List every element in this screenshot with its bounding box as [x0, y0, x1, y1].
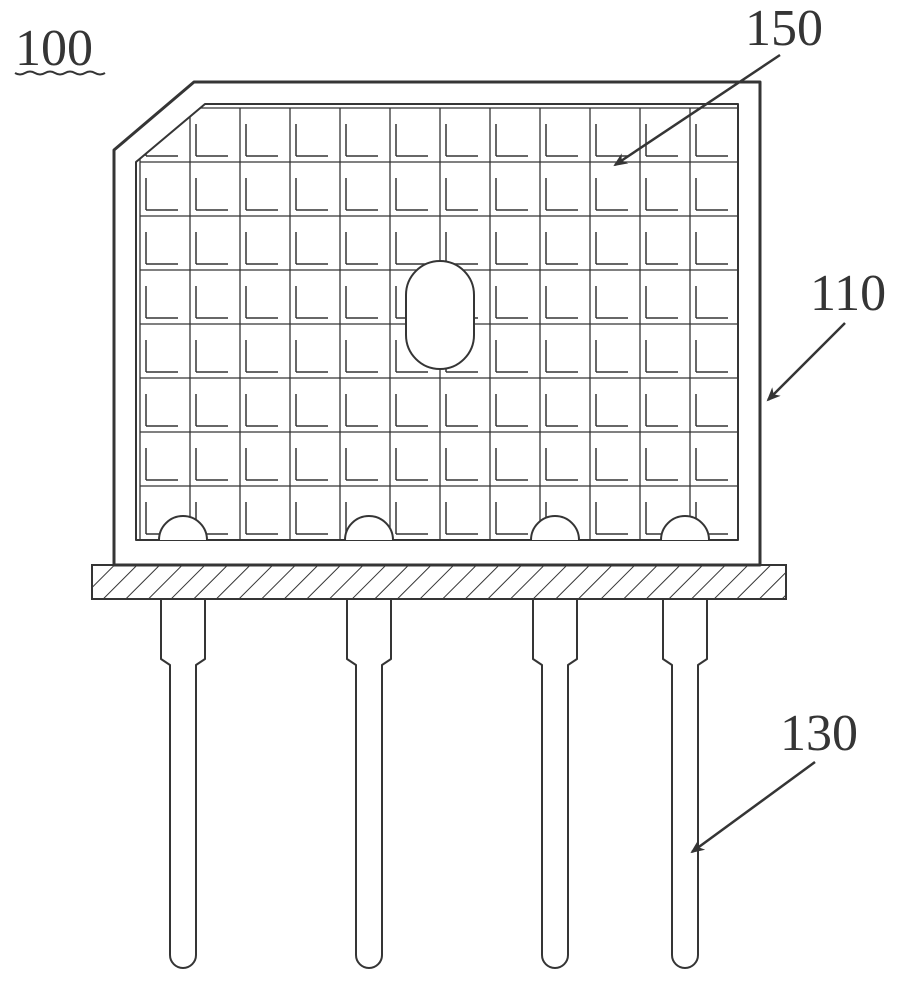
callout-pin-label: 130 [780, 705, 858, 762]
callout-heatsink-label: 150 [745, 0, 823, 57]
callout-assembly-label: 100 [15, 20, 93, 77]
callout-pin-arrow [692, 762, 815, 852]
mounting-slot [406, 261, 474, 369]
pin-lead [161, 599, 205, 968]
callout-body-label: 110 [810, 265, 886, 322]
pin-lead [347, 599, 391, 968]
callout-body-arrow [768, 323, 845, 400]
base-plate [92, 565, 786, 599]
pin-lead [663, 599, 707, 968]
pin-lead [533, 599, 577, 968]
